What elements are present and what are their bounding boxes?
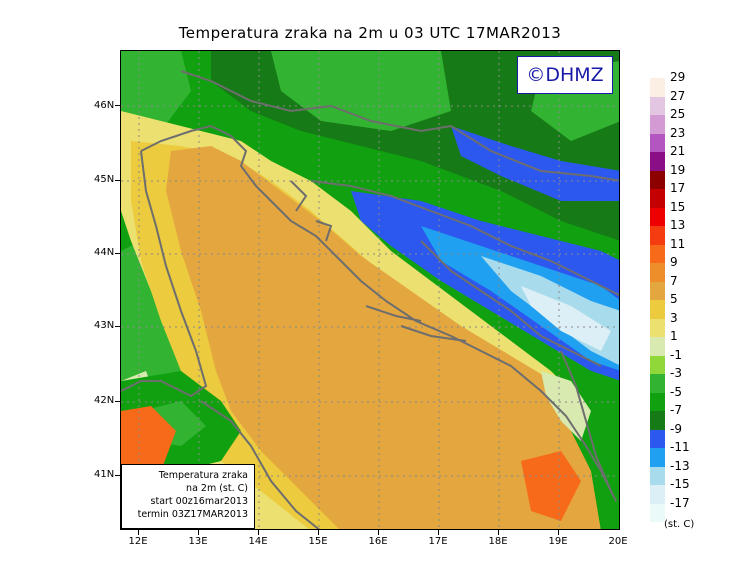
info-line-unit: na 2m (st. C)	[186, 483, 248, 494]
legend-swatch	[650, 318, 665, 337]
lon-tick	[378, 530, 379, 535]
lon-label-16e: 16E	[368, 536, 388, 547]
info-line-start: start 00z16mar2013	[150, 496, 248, 507]
legend-swatch	[650, 152, 665, 171]
legend-label: -17	[670, 495, 690, 510]
dhmz-copyright: ©DHMZ	[517, 56, 613, 94]
lon-label-12e: 12E	[128, 536, 148, 547]
lat-label-43n: 43N	[94, 320, 115, 331]
southern-adriatic-hot	[521, 451, 581, 521]
lon-tick	[438, 530, 439, 535]
legend-swatch	[650, 133, 665, 152]
info-line-termin: termin 03Z17MAR2013	[137, 509, 248, 520]
legend-label: -13	[670, 458, 690, 473]
lon-tick	[198, 530, 199, 535]
legend-swatch	[650, 96, 665, 115]
lon-label-13e: 13E	[188, 536, 208, 547]
legend-swatch	[650, 448, 665, 467]
lon-label-20e: 20E	[608, 536, 628, 547]
lat-tick	[115, 326, 120, 327]
lat-label-42n: 42N	[94, 395, 115, 406]
southern-coast-pale	[541, 371, 591, 441]
coastlines-borders	[121, 70, 619, 529]
lat-tick	[115, 105, 120, 106]
legend-swatch	[650, 78, 665, 97]
info-line-variable: Temperatura zraka	[158, 470, 248, 481]
lon-tick	[558, 530, 559, 535]
legend-swatch	[650, 300, 665, 319]
legend-label: -3	[670, 366, 682, 380]
legend-label: 17	[670, 181, 686, 195]
legend-label: 3	[670, 310, 678, 325]
legend-label: 27	[670, 88, 686, 103]
lon-label-14e: 14E	[248, 536, 268, 547]
map-title: Temperatura zraka na 2m u 03 UTC 17MAR20…	[178, 24, 562, 42]
legend-label: 25	[670, 107, 686, 121]
legend-label: 19	[670, 162, 686, 177]
legend-label: 29	[670, 70, 686, 84]
legend-label: 1	[670, 329, 678, 343]
legend-swatch	[650, 170, 665, 189]
lat-tick	[115, 253, 120, 254]
legend-label: -9	[670, 421, 682, 436]
legend-swatch	[650, 281, 665, 300]
legend-swatch	[650, 374, 665, 393]
legend-swatch	[650, 392, 665, 411]
legend-label: 7	[670, 273, 678, 288]
lon-tick	[138, 530, 139, 535]
legend-label: 11	[670, 236, 686, 251]
lon-label-17e: 17E	[428, 536, 448, 547]
lon-label-18e: 18E	[488, 536, 508, 547]
grid-lines	[121, 51, 619, 529]
legend-swatch	[650, 115, 665, 134]
lon-tick	[318, 530, 319, 535]
lat-label-45n: 45N	[94, 174, 115, 185]
legend-swatch	[650, 263, 665, 282]
lat-tick	[115, 475, 120, 476]
mountain-snow-zone	[521, 286, 611, 351]
legend-label: 5	[670, 292, 678, 306]
legend-swatch	[650, 355, 665, 374]
lon-label-15e: 15E	[308, 536, 328, 547]
legend-swatch	[650, 207, 665, 226]
legend-label: 15	[670, 199, 686, 214]
lat-label-44n: 44N	[94, 247, 115, 258]
legend-label: 13	[670, 218, 686, 232]
lat-label-46n: 46N	[94, 100, 115, 111]
lat-tick	[115, 401, 120, 402]
north-mild-zone	[271, 51, 451, 131]
temperature-field	[121, 51, 619, 529]
info-box: Temperatura zraka na 2m (st. C) start 00…	[121, 464, 255, 529]
lat-tick	[115, 180, 120, 181]
legend-label: -5	[670, 384, 682, 399]
legend-label: 23	[670, 125, 686, 140]
legend-swatch	[650, 429, 665, 448]
legend-swatch	[650, 485, 665, 504]
temperature-map	[120, 50, 620, 530]
legend-label: -15	[670, 477, 690, 491]
legend-swatch	[650, 503, 665, 522]
legend-swatch	[650, 411, 665, 430]
lat-label-41n: 41N	[94, 469, 115, 480]
lon-label-19e: 19E	[548, 536, 568, 547]
legend-label: 21	[670, 144, 686, 158]
legend-swatch	[650, 244, 665, 263]
legend-label: -7	[670, 403, 682, 417]
legend-swatch	[650, 337, 665, 356]
legend-label: 9	[670, 255, 678, 269]
lon-tick	[258, 530, 259, 535]
northeast-cold-zone	[451, 126, 619, 201]
legend-unit: (st. C)	[664, 519, 695, 530]
legend-label: -11	[670, 440, 690, 454]
legend-swatch	[650, 466, 665, 485]
legend-swatch	[650, 189, 665, 208]
adriatic-warm-zone	[166, 146, 619, 529]
legend-swatch	[650, 226, 665, 245]
lon-tick	[498, 530, 499, 535]
legend-label: -1	[670, 347, 682, 362]
